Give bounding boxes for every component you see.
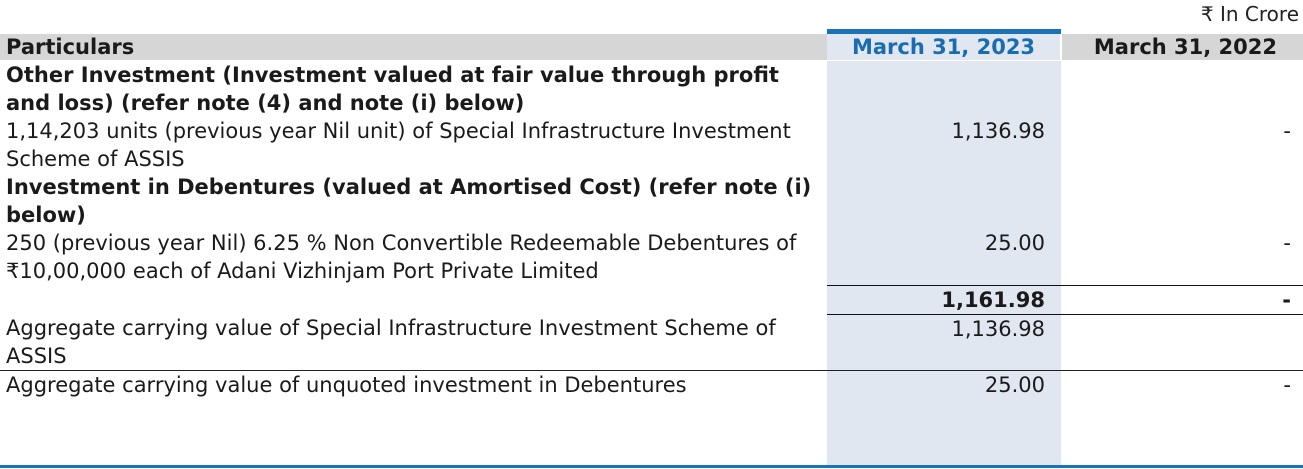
total-current-value: 1,161.98 xyxy=(827,284,1061,315)
aggregate-row: Aggregate carrying value of unquoted inv… xyxy=(0,370,1303,399)
table-header-row: Particulars March 31, 2023 March 31, 202… xyxy=(0,34,1303,61)
table-row: 1,14,203 units (previous year Nil unit) … xyxy=(0,117,1303,173)
table-row: Other Investment (Investment valued at f… xyxy=(0,61,1303,118)
row-description: Other Investment (Investment valued at f… xyxy=(6,63,779,115)
total-description xyxy=(0,285,827,314)
row-previous-value: - xyxy=(1283,119,1291,143)
row-previous-value: - xyxy=(1283,231,1291,255)
row-current-value xyxy=(827,173,1061,229)
aggregate-row: Aggregate carrying value of Special Infr… xyxy=(0,314,1303,371)
row-description: 250 (previous year Nil) 6.25 % Non Conve… xyxy=(6,231,797,283)
aggregate-current-value: 25.00 xyxy=(827,370,1061,399)
aggregate-previous-value: - xyxy=(1061,370,1303,399)
row-current-value: 1,136.98 xyxy=(951,119,1045,143)
table-row: 250 (previous year Nil) 6.25 % Non Conve… xyxy=(0,229,1303,285)
total-row: 1,161.98 - xyxy=(0,284,1303,315)
row-current-value: 25.00 xyxy=(984,231,1045,255)
table-row: Investment in Debentures (valued at Amor… xyxy=(0,173,1303,229)
aggregate-previous-value xyxy=(1061,314,1303,371)
row-previous-value xyxy=(1061,173,1303,229)
table-bottom-rule xyxy=(0,465,1303,468)
aggregate-description: Aggregate carrying value of Special Infr… xyxy=(6,316,776,368)
row-current-value xyxy=(827,61,1061,118)
investment-table: Particulars March 31, 2023 March 31, 202… xyxy=(0,34,1303,399)
header-previous-year: March 31, 2022 xyxy=(1060,34,1303,61)
aggregate-description: Aggregate carrying value of unquoted inv… xyxy=(0,370,827,399)
current-year-accent-bar xyxy=(827,29,1061,34)
row-description: Investment in Debentures (valued at Amor… xyxy=(6,175,812,227)
total-previous-value: - xyxy=(1061,284,1303,315)
aggregate-current-value: 1,136.98 xyxy=(951,316,1045,341)
unit-note: ₹ In Crore xyxy=(1200,2,1299,26)
header-particulars: Particulars xyxy=(0,34,827,61)
row-description: 1,14,203 units (previous year Nil unit) … xyxy=(6,119,791,171)
header-current-year: March 31, 2023 xyxy=(827,34,1061,61)
row-previous-value xyxy=(1061,61,1303,118)
